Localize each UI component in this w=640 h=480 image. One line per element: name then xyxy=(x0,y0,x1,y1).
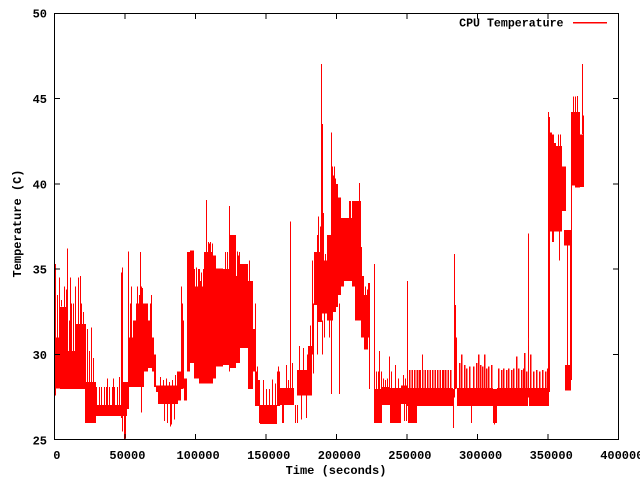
svg-text:100000: 100000 xyxy=(176,449,219,463)
svg-text:25: 25 xyxy=(33,435,47,449)
svg-text:Time (seconds): Time (seconds) xyxy=(286,464,387,478)
svg-text:350000: 350000 xyxy=(530,449,573,463)
svg-text:45: 45 xyxy=(33,93,47,107)
svg-text:0: 0 xyxy=(53,449,60,463)
svg-text:40: 40 xyxy=(33,178,47,192)
svg-text:35: 35 xyxy=(33,264,47,278)
svg-text:CPU Temperature: CPU Temperature xyxy=(459,18,563,31)
svg-text:Temperature (C): Temperature (C) xyxy=(11,169,25,277)
svg-text:250000: 250000 xyxy=(388,449,431,463)
svg-text:30: 30 xyxy=(33,349,47,363)
svg-text:200000: 200000 xyxy=(318,449,361,463)
svg-text:50000: 50000 xyxy=(109,449,145,463)
svg-text:150000: 150000 xyxy=(247,449,290,463)
svg-text:400000: 400000 xyxy=(600,449,640,463)
svg-text:50: 50 xyxy=(33,8,47,22)
svg-text:300000: 300000 xyxy=(459,449,502,463)
